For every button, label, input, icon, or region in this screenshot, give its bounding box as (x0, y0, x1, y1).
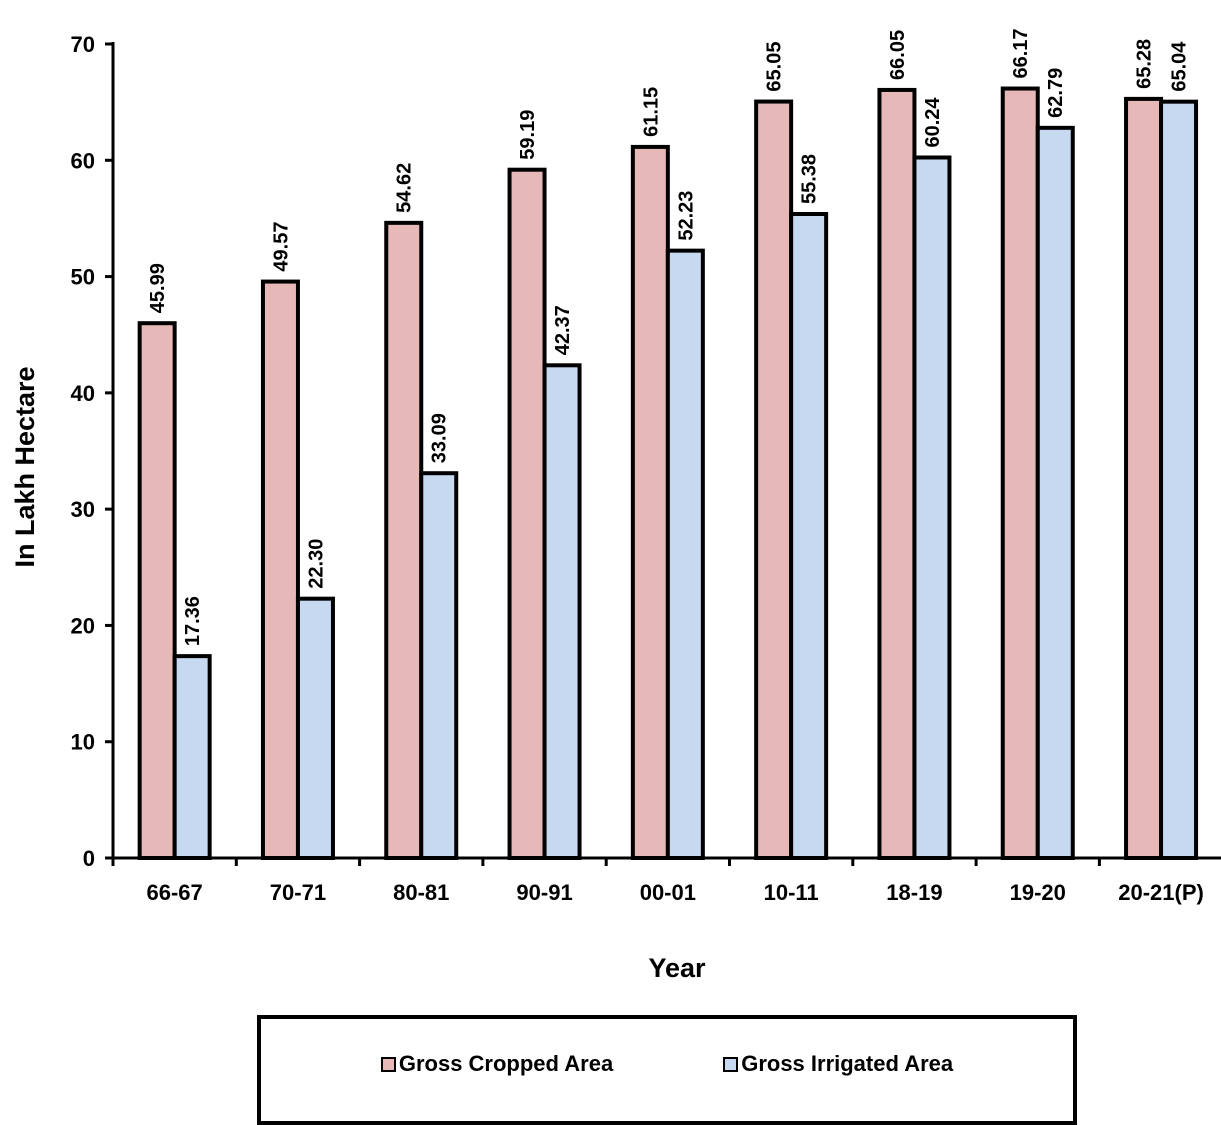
data-label-gross-irrigated-area-70-71: 22.30 (305, 539, 327, 589)
data-label-gross-irrigated-area-20-21(P): 65.04 (1169, 41, 1191, 92)
bar-gross-cropped-area-20-21(P) (1124, 96, 1164, 861)
x-tick-label-18-19: 18-19 (886, 880, 942, 905)
legend: Gross Cropped Area Gross Irrigated Area (257, 1015, 1077, 1125)
x-tick-label-00-01: 00-01 (640, 880, 696, 905)
data-label-gross-cropped-area-80-81: 54.62 (394, 163, 416, 213)
bar-gross-irrigated-area-10-11 (789, 212, 829, 861)
bar-gross-irrigated-area-20-21(P) (1159, 99, 1199, 860)
x-tick-label-66-67: 66-67 (147, 880, 203, 905)
bar-gross-cropped-area-90-91 (507, 167, 547, 861)
data-label-gross-irrigated-area-19-20: 62.79 (1045, 68, 1067, 118)
y-tick-label-40: 40 (71, 381, 95, 406)
bar-gross-cropped-area-10-11 (754, 99, 794, 861)
bar-gross-irrigated-area-70-71 (295, 596, 335, 860)
data-label-gross-cropped-area-10-11: 65.05 (764, 41, 786, 91)
y-tick-label-0: 0 (83, 846, 95, 871)
legend-label-gross-cropped-area: Gross Cropped Area (398, 1051, 614, 1076)
y-axis-title: In Lakh Hectare (10, 366, 40, 567)
bar-gross-irrigated-area-19-20 (1035, 125, 1075, 861)
data-label-gross-cropped-area-00-01: 61.15 (640, 87, 662, 137)
bar-gross-cropped-area-19-20 (1000, 86, 1040, 861)
data-label-gross-irrigated-area-90-91: 42.37 (552, 305, 574, 355)
data-label-gross-irrigated-area-66-67: 17.36 (182, 596, 204, 646)
x-tick-label-20-21(P): 20-21(P) (1118, 880, 1204, 905)
y-tick-label-70: 70 (71, 32, 95, 57)
legend-swatch-gross-cropped-area (380, 1056, 396, 1072)
y-tick-label-50: 50 (71, 265, 95, 290)
bar-gross-irrigated-area-90-91 (542, 363, 582, 860)
legend-item-gross-cropped-area: Gross Cropped Area (380, 1051, 614, 1077)
value-labels-group: 45.99 17.36 49.57 22.30 54.62 33.09 59.19 42.37… (147, 28, 1190, 646)
y-tick-labels-group: 0 10 20 30 40 50 60 70 (71, 32, 95, 871)
y-tick-label-60: 60 (71, 148, 95, 173)
x-axis-title: Year (648, 953, 706, 983)
bar-gross-cropped-area-00-01 (630, 144, 670, 861)
axes-group (105, 42, 1221, 866)
x-tick-label-80-81: 80-81 (393, 880, 449, 905)
bar-gross-cropped-area-66-67 (137, 321, 177, 860)
data-label-gross-irrigated-area-18-19: 60.24 (922, 97, 944, 148)
legend-label-gross-irrigated-area: Gross Irrigated Area (741, 1051, 954, 1076)
y-tick-label-10: 10 (71, 730, 95, 755)
data-label-gross-cropped-area-20-21(P): 65.28 (1134, 39, 1156, 89)
data-label-gross-cropped-area-70-71: 49.57 (270, 222, 292, 272)
x-tick-label-90-91: 90-91 (516, 880, 572, 905)
data-label-gross-irrigated-area-10-11: 55.38 (799, 154, 821, 204)
bar-gross-irrigated-area-66-67 (172, 654, 212, 860)
x-tick-label-19-20: 19-20 (1010, 880, 1066, 905)
bar-gross-irrigated-area-18-19 (912, 155, 952, 860)
bar-gross-irrigated-area-80-81 (419, 471, 459, 860)
data-label-gross-irrigated-area-80-81: 33.09 (429, 413, 451, 463)
bars-group (137, 86, 1199, 861)
x-tick-label-70-71: 70-71 (270, 880, 326, 905)
bar-gross-cropped-area-80-81 (384, 220, 424, 861)
data-label-gross-cropped-area-18-19: 66.05 (887, 30, 909, 80)
y-tick-label-30: 30 (71, 497, 95, 522)
y-tick-label-20: 20 (71, 613, 95, 638)
data-label-gross-irrigated-area-00-01: 52.23 (675, 191, 697, 241)
x-tick-labels-group: 66-67 70-71 80-81 90-91 00-01 10-11 18-19 19-20… (147, 880, 1204, 905)
data-label-gross-cropped-area-19-20: 66.17 (1010, 28, 1032, 78)
bar-chart: 45.99 17.36 49.57 22.30 54.62 33.09 59.19 42.37… (10, 28, 1221, 983)
legend-item-gross-irrigated-area: Gross Irrigated Area (723, 1051, 953, 1077)
x-tick-label-10-11: 10-11 (764, 880, 819, 905)
bar-gross-cropped-area-70-71 (260, 279, 300, 860)
bar-gross-irrigated-area-00-01 (665, 248, 705, 860)
bar-gross-cropped-area-18-19 (877, 87, 917, 860)
legend-swatch-gross-irrigated-area (723, 1056, 739, 1072)
data-label-gross-cropped-area-90-91: 59.19 (517, 110, 539, 160)
data-label-gross-cropped-area-66-67: 45.99 (147, 263, 169, 313)
